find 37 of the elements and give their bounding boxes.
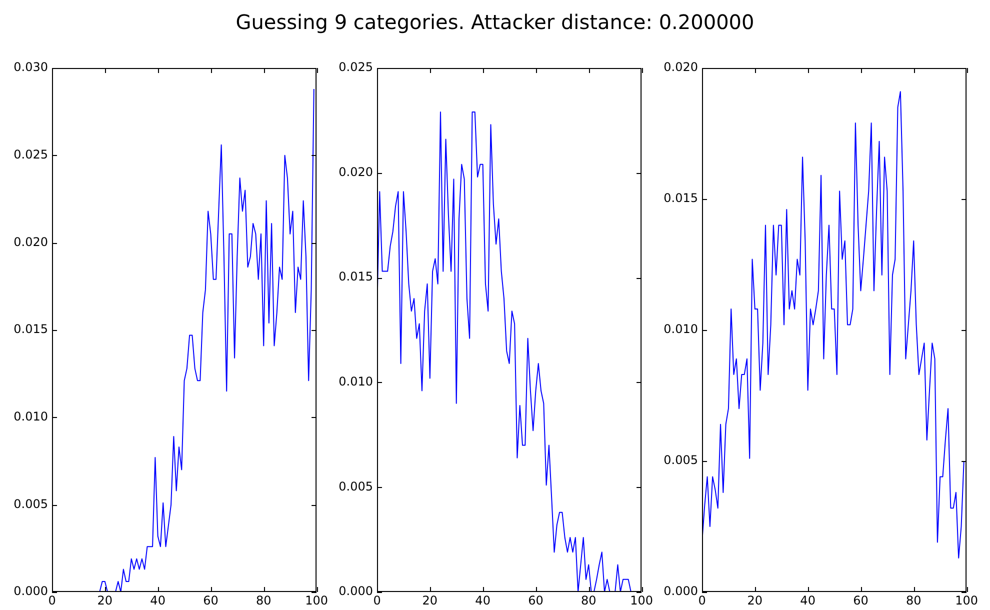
y-tick-label: 0.000 [338, 584, 373, 598]
text: Guessing 9 categories. Attacker distance: 0.200000 [234, 10, 756, 34]
y-tick-label: 0.020 [338, 164, 373, 179]
x-tick-label: 100 [305, 593, 328, 608]
y-tick-label: 0.030 [14, 60, 48, 74]
y-tick-label: 0.025 [14, 147, 48, 162]
x-tick-label: 60 [853, 593, 868, 608]
x-tick-label: 80 [256, 593, 272, 608]
x-tick-label: 0 [698, 593, 706, 608]
x-tick-label: 20 [747, 593, 763, 608]
y-tick-label: 0.020 [14, 234, 48, 249]
y-tick-label: 0.015 [338, 270, 373, 284]
y-tick-label: 0.000 [664, 584, 698, 598]
x-tick-label: 40 [475, 593, 490, 608]
x-tick-label: 80 [906, 593, 922, 608]
y-tick-label: 0.005 [14, 496, 48, 511]
y-tick-label: 0.015 [664, 191, 698, 206]
x-tick-label: 60 [528, 593, 544, 608]
x-tick-label: 40 [150, 593, 166, 608]
x-tick-label: 0 [373, 593, 381, 608]
y-tick-label: 0.020 [664, 60, 698, 74]
x-tick-label: 20 [97, 593, 113, 608]
y-tick-label: 0.010 [14, 409, 48, 424]
y-tick-label: 0.005 [664, 453, 698, 468]
x-tick-label: 100 [630, 593, 653, 608]
y-tick-label: 0.000 [14, 584, 48, 598]
x-tick-label: 40 [800, 593, 816, 608]
x-tick-label: 0 [48, 593, 56, 608]
x-tick-label: 80 [581, 593, 596, 608]
x-tick-label: 60 [203, 593, 218, 608]
x-tick-label: 20 [422, 593, 438, 608]
y-tick-label: 0.010 [338, 374, 373, 389]
y-tick-label: 0.015 [14, 322, 48, 336]
y-tick-label: 0.010 [664, 322, 698, 336]
y-tick-label: 0.025 [338, 60, 373, 74]
y-tick-label: 0.005 [338, 479, 373, 494]
x-tick-label: 100 [955, 593, 978, 608]
